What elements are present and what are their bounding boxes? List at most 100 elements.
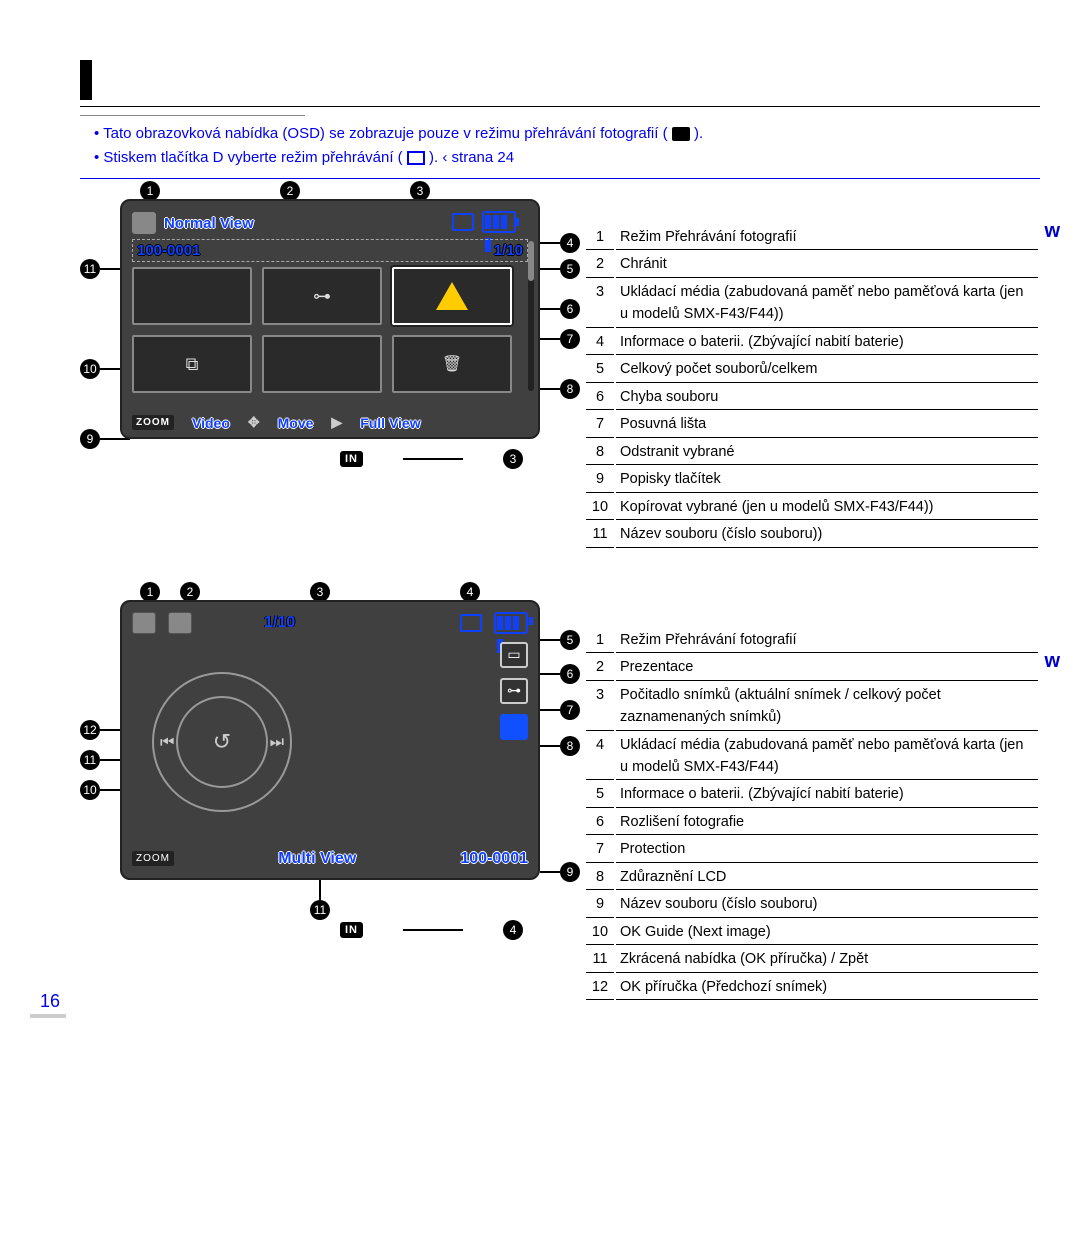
view-title: Normal View <box>164 215 254 232</box>
legend-text: Režim Přehrávání fotografií <box>616 628 1038 653</box>
lead <box>540 242 560 244</box>
lead <box>540 308 560 310</box>
legend-row: 11Zkrácená nabídka (OK příručka) / Zpět <box>586 947 1038 972</box>
legend-row: 7Posuvná lišta <box>586 412 1038 437</box>
legend-row: 1Režim Přehrávání fotografií <box>586 628 1038 653</box>
copy-icon: ⧉ <box>186 354 199 375</box>
page-reference: strana 24 <box>452 149 515 166</box>
thumbnail[interactable]: ⊶ <box>262 267 382 325</box>
lead <box>540 745 560 747</box>
legend-num: 3 <box>586 683 614 731</box>
thumbnail[interactable] <box>132 267 252 325</box>
callout-s2-8: 8 <box>560 736 580 756</box>
video-hint: Video <box>192 415 230 431</box>
legend-row: 11Název souboru (číslo souboru)) <box>586 522 1038 547</box>
legend-num: 7 <box>586 837 614 862</box>
callout-1: 1 <box>140 181 160 201</box>
lead <box>540 388 560 390</box>
protect-icon: ⊶ <box>500 678 528 704</box>
nav-wheel[interactable]: ⏮ ⏭ ↺ <box>152 672 292 812</box>
side-letter-1: w <box>1044 220 1060 243</box>
callout-10: 10 <box>80 359 100 379</box>
callout-s2-11: 11 <box>80 750 100 770</box>
next-icon[interactable]: ⏭ <box>270 734 284 752</box>
thumbnail-selected[interactable] <box>392 267 512 325</box>
scroll-thumb[interactable] <box>528 241 534 281</box>
legend-row: 9Název souboru (číslo souboru) <box>586 892 1038 917</box>
title-accent-bar <box>80 60 92 100</box>
callout-5: 5 <box>560 259 580 279</box>
legend-num: 9 <box>586 892 614 917</box>
thumbnail[interactable] <box>262 335 382 393</box>
legend-text: Název souboru (číslo souboru) <box>616 892 1038 917</box>
legend-num: 8 <box>586 440 614 465</box>
callout-s2-1: 1 <box>140 582 160 602</box>
zoom-label: ZOOM <box>132 851 174 866</box>
legend-text: Ukládací média (zabudovaná paměť nebo pa… <box>616 280 1038 328</box>
lead <box>319 880 321 900</box>
lead <box>540 639 560 641</box>
legend-num: 3 <box>586 280 614 328</box>
legend-num: 2 <box>586 655 614 680</box>
legend-text: Protection <box>616 837 1038 862</box>
legend-text: OK příručka (Předchozí snímek) <box>616 975 1038 1000</box>
multiview-hint: Multi View <box>278 850 356 868</box>
legend-num: 7 <box>586 412 614 437</box>
legend-table-2: 1Režim Přehrávání fotografií2Prezentace3… <box>584 626 1040 1003</box>
legend-text: Chyba souboru <box>616 385 1038 410</box>
legend-row: 10Kopírovat vybrané (jen u modelů SMX-F4… <box>586 495 1038 520</box>
legend-row: 5Celkový počet souborů/celkem <box>586 357 1038 382</box>
page-number-bar <box>30 1014 66 1018</box>
legend-text: Zkrácená nabídka (OK příručka) / Zpět <box>616 947 1038 972</box>
lead <box>540 709 560 711</box>
legend-row: 7Protection <box>586 837 1038 862</box>
photo-mode-icon <box>672 127 690 141</box>
legend-text: Posuvná lišta <box>616 412 1038 437</box>
callout-s2-6: 6 <box>560 664 580 684</box>
legend-row: 8Zdůraznění LCD <box>586 865 1038 890</box>
side-letter-2: w <box>1044 650 1060 673</box>
legend-text: Prezentace <box>616 655 1038 680</box>
file-counter: 1/10 <box>494 242 523 259</box>
in-lead <box>403 929 463 931</box>
legend-text: Ukládací média (zabudovaná paměť nebo pa… <box>616 733 1038 781</box>
in-pill: IN <box>340 451 363 467</box>
legend-text: Informace o baterii. (Zbývající nabití b… <box>616 330 1038 355</box>
battery-icon <box>494 612 528 634</box>
legend-num: 5 <box>586 782 614 807</box>
legend-num: 1 <box>586 225 614 250</box>
callout-7: 7 <box>560 329 580 349</box>
legend-text: OK Guide (Next image) <box>616 920 1038 945</box>
scrollbar[interactable] <box>528 241 534 391</box>
legend-row: 2Prezentace <box>586 655 1038 680</box>
legend-num: 11 <box>586 522 614 547</box>
legend-text: Počitadlo snímků (aktuální snímek / celk… <box>616 683 1038 731</box>
intro-line-1a: • Tato obrazovková nabídka (OSD) se zobr… <box>94 125 668 142</box>
warning-icon <box>436 282 468 310</box>
page-number: 16 <box>40 991 60 1012</box>
legend-text: Kopírovat vybrané (jen u modelů SMX-F43/… <box>616 495 1038 520</box>
fullview-hint: Full View <box>360 415 420 431</box>
trash-icon: 🗑 <box>442 354 462 374</box>
dpad-icon: ✥ <box>248 414 260 431</box>
callout-8: 8 <box>560 379 580 399</box>
legend-row: 4Informace o baterii. (Zbývající nabití … <box>586 330 1038 355</box>
legend-text: Odstranit vybrané <box>616 440 1038 465</box>
callout-4: 4 <box>560 233 580 253</box>
prev-icon[interactable]: ⏮ <box>160 734 174 752</box>
legend-num: 6 <box>586 385 614 410</box>
back-icon[interactable]: ↺ <box>176 696 268 788</box>
thumbnail[interactable]: ⧉ <box>132 335 252 393</box>
legend-text: Popisky tlačítek <box>616 467 1038 492</box>
thumbnail[interactable]: 🗑 <box>392 335 512 393</box>
callout-s2-b11: 11 <box>310 900 330 920</box>
intro-line-2a: • Stiskem tlačítka D vyberte režim přehr… <box>94 149 403 166</box>
thumbnail-screen: Normal View 100-0001 1/10 ⊶ ⧉ 🗑 <box>120 199 540 439</box>
legend-num: 12 <box>586 975 614 1000</box>
callout-in-4: 4 <box>503 920 523 940</box>
callout-s2-9: 9 <box>560 862 580 882</box>
legend-text: Informace o baterii. (Zbývající nabití b… <box>616 782 1038 807</box>
callout-s2-4: 4 <box>460 582 480 602</box>
image-counter: 1/10 <box>264 614 295 632</box>
mode-icon <box>132 612 156 634</box>
